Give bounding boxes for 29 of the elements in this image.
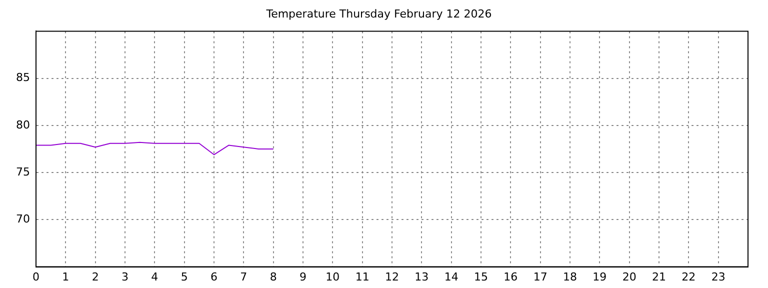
- x-tick-label: 21: [652, 270, 666, 284]
- x-tick-label: 19: [592, 270, 607, 284]
- y-tick-label: 70: [16, 212, 30, 226]
- x-tick-label: 1: [62, 270, 70, 284]
- chart-title: Temperature Thursday February 12 2026: [265, 7, 492, 20]
- x-tick-label: 2: [92, 270, 99, 284]
- x-tick-label: 22: [682, 270, 696, 284]
- y-tick-label: 85: [16, 71, 30, 84]
- x-tick-label: 18: [563, 270, 577, 284]
- x-tick-label: 6: [210, 270, 218, 284]
- x-tick-label: 13: [414, 270, 429, 284]
- x-tick-label: 17: [533, 270, 548, 284]
- x-tick-label: 11: [355, 270, 370, 284]
- x-tick-label: 3: [121, 270, 128, 284]
- x-tick-label: 14: [444, 270, 458, 284]
- x-tick-label: 4: [151, 270, 158, 284]
- x-tick-label: 8: [270, 270, 277, 284]
- x-tick-label: 15: [474, 270, 488, 284]
- x-tick-label: 20: [622, 270, 636, 284]
- x-tick-label: 16: [504, 270, 518, 284]
- x-tick-label: 9: [300, 270, 306, 284]
- x-tick-label: 10: [326, 270, 340, 284]
- x-tick-label: 7: [240, 270, 248, 284]
- x-tick-label: 5: [180, 270, 188, 284]
- x-tick-label: 12: [385, 270, 399, 284]
- y-tick-label: 75: [16, 165, 30, 178]
- y-tick-label: 80: [16, 118, 30, 132]
- x-tick-label: 0: [32, 270, 40, 284]
- x-tick-label: 23: [711, 270, 726, 284]
